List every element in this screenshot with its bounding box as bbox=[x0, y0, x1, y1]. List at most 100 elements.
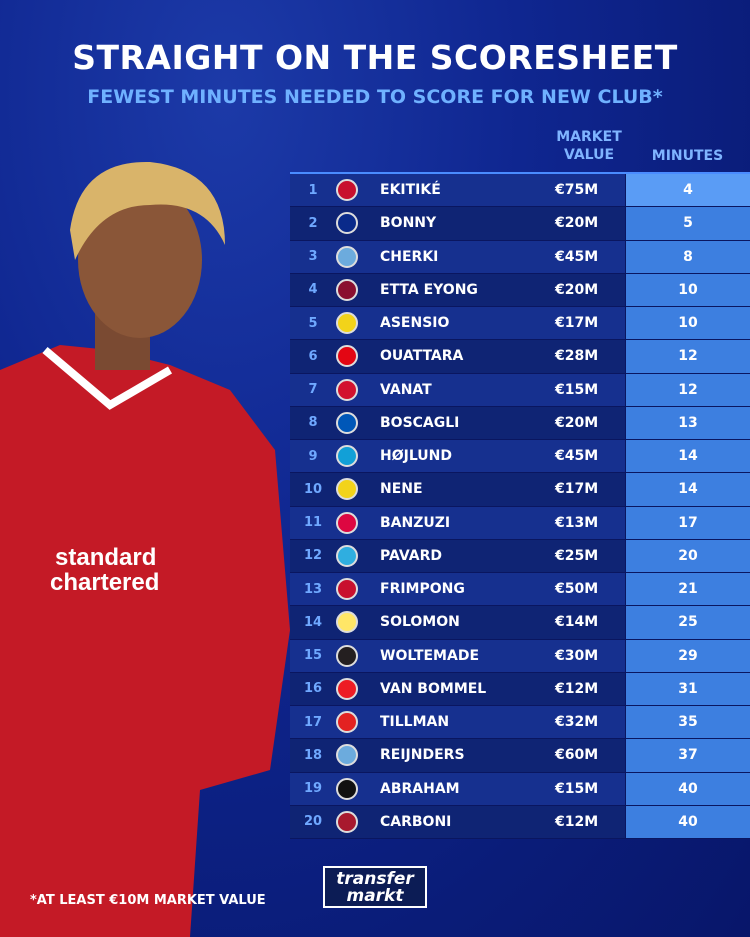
minutes: 14 bbox=[625, 473, 750, 506]
rank: 20 bbox=[303, 814, 323, 830]
market-value: €20M bbox=[555, 215, 599, 232]
table-row: 3 CHERKI €45M 8 bbox=[290, 240, 750, 274]
row-main: 15 WOLTEMADE €30M bbox=[290, 639, 625, 672]
table-row: 2 BONNY €20M 5 bbox=[290, 207, 750, 241]
rank: 1 bbox=[308, 182, 318, 198]
player-name: BONNY bbox=[380, 215, 437, 232]
player-name: EKITIKÉ bbox=[380, 182, 441, 199]
rank: 10 bbox=[303, 481, 323, 497]
player-name: VAN BOMMEL bbox=[380, 680, 487, 697]
market-value: €32M bbox=[555, 714, 599, 731]
player-name: BOSCAGLI bbox=[380, 414, 460, 431]
table-row: 13 FRIMPONG €50M 21 bbox=[290, 573, 750, 607]
minutes: 14 bbox=[625, 440, 750, 473]
row-main: 4 ETTA EYONG €20M bbox=[290, 273, 625, 306]
rank: 3 bbox=[308, 249, 318, 265]
player-name: ABRAHAM bbox=[380, 780, 460, 797]
rank: 16 bbox=[303, 681, 323, 697]
rank: 6 bbox=[308, 348, 318, 364]
newcastle-crest-icon bbox=[336, 644, 358, 667]
market-value: €20M bbox=[555, 281, 599, 298]
minutes: 12 bbox=[625, 340, 750, 373]
table-row: 5 ASENSIO €17M 10 bbox=[290, 307, 750, 341]
market-value: €20M bbox=[555, 414, 599, 431]
man-city-crest-icon bbox=[336, 245, 358, 268]
row-main: 3 CHERKI €45M bbox=[290, 240, 625, 273]
row-main: 2 BONNY €20M bbox=[290, 207, 625, 240]
player-name: REIJNDERS bbox=[380, 747, 465, 764]
minutes: 8 bbox=[625, 240, 750, 273]
player-name: ETTA EYONG bbox=[380, 281, 478, 298]
minutes: 20 bbox=[625, 539, 750, 572]
row-main: 19 ABRAHAM €15M bbox=[290, 772, 625, 805]
player-name: HØJLUND bbox=[380, 448, 452, 465]
row-main: 12 PAVARD €25M bbox=[290, 539, 625, 572]
rank: 12 bbox=[303, 548, 323, 564]
player-name: VANAT bbox=[380, 381, 432, 398]
minutes: 10 bbox=[625, 307, 750, 340]
market-value: €17M bbox=[555, 481, 599, 498]
minutes: 40 bbox=[625, 772, 750, 805]
row-main: 1 EKITIKÉ €75M bbox=[290, 174, 625, 207]
player-name: WOLTEMADE bbox=[380, 647, 480, 664]
brentford-crest-icon bbox=[336, 345, 358, 368]
player-name: BANZUZI bbox=[380, 514, 451, 531]
fenerbahce-crest-icon bbox=[336, 312, 358, 335]
rank: 9 bbox=[308, 448, 318, 464]
svg-text:standard: standard bbox=[55, 544, 156, 571]
minutes: 35 bbox=[625, 706, 750, 739]
inter-crest-icon bbox=[336, 212, 358, 235]
table-row: 15 WOLTEMADE €30M 29 bbox=[290, 639, 750, 673]
marseille-crest-icon bbox=[336, 544, 358, 567]
player-name: CARBONI bbox=[380, 813, 452, 830]
market-value: €15M bbox=[555, 381, 599, 398]
page-subtitle: FEWEST MINUTES NEEDED TO SCORE FOR NEW C… bbox=[87, 86, 663, 108]
row-main: 16 VAN BOMMEL €12M bbox=[290, 672, 625, 705]
minutes: 5 bbox=[625, 207, 750, 240]
row-main: 18 REIJNDERS €60M bbox=[290, 739, 625, 772]
brighton-crest-icon bbox=[336, 411, 358, 434]
rank: 18 bbox=[303, 747, 323, 763]
row-main: 9 HØJLUND €45M bbox=[290, 440, 625, 473]
girona-crest-icon bbox=[336, 378, 358, 401]
page-title: STRAIGHT ON THE SCORESHEET bbox=[72, 38, 678, 77]
minutes: 25 bbox=[625, 606, 750, 639]
rank: 5 bbox=[308, 315, 318, 331]
row-main: 13 FRIMPONG €50M bbox=[290, 573, 625, 606]
table-row: 19 ABRAHAM €15M 40 bbox=[290, 772, 750, 806]
row-main: 6 OUATTARA €28M bbox=[290, 340, 625, 373]
market-value: €28M bbox=[555, 348, 599, 365]
rank: 14 bbox=[303, 614, 323, 630]
minutes: 37 bbox=[625, 739, 750, 772]
player-name: ASENSIO bbox=[380, 315, 450, 332]
table-row: 18 REIJNDERS €60M 37 bbox=[290, 739, 750, 773]
player-name: SOLOMON bbox=[380, 614, 460, 631]
rank: 2 bbox=[308, 215, 318, 231]
leverkusen-crest-icon bbox=[336, 711, 358, 734]
market-value: €14M bbox=[555, 614, 599, 631]
table-row: 6 OUATTARA €28M 12 bbox=[290, 340, 750, 374]
market-value: €50M bbox=[555, 581, 599, 598]
minutes: 17 bbox=[625, 506, 750, 539]
market-value: €75M bbox=[555, 182, 599, 199]
table-row: 7 VANAT €15M 12 bbox=[290, 373, 750, 407]
genoa-crest-icon bbox=[336, 810, 358, 833]
minutes: 31 bbox=[625, 672, 750, 705]
market-value: €45M bbox=[555, 448, 599, 465]
rank: 13 bbox=[303, 581, 323, 597]
player-name: CHERKI bbox=[380, 248, 439, 265]
market-value: €30M bbox=[555, 647, 599, 664]
row-main: 14 SOLOMON €14M bbox=[290, 606, 625, 639]
row-main: 10 NENE €17M bbox=[290, 473, 625, 506]
man-city-crest-icon bbox=[336, 744, 358, 767]
liverpool-crest-icon bbox=[336, 179, 358, 202]
player-name: PAVARD bbox=[380, 547, 442, 564]
player-photo: standard chartered bbox=[0, 161, 290, 937]
table-row: 17 TILLMAN €32M 35 bbox=[290, 706, 750, 740]
psv-crest-icon bbox=[336, 677, 358, 700]
table-row: 11 BANZUZI €13M 17 bbox=[290, 506, 750, 540]
rank: 17 bbox=[303, 714, 323, 730]
row-main: 5 ASENSIO €17M bbox=[290, 307, 625, 340]
ranking-table: 1 EKITIKÉ €75M 4 2 BONNY €20M 5 3 CHERKI… bbox=[290, 172, 750, 839]
table-row: 10 NENE €17M 14 bbox=[290, 473, 750, 507]
